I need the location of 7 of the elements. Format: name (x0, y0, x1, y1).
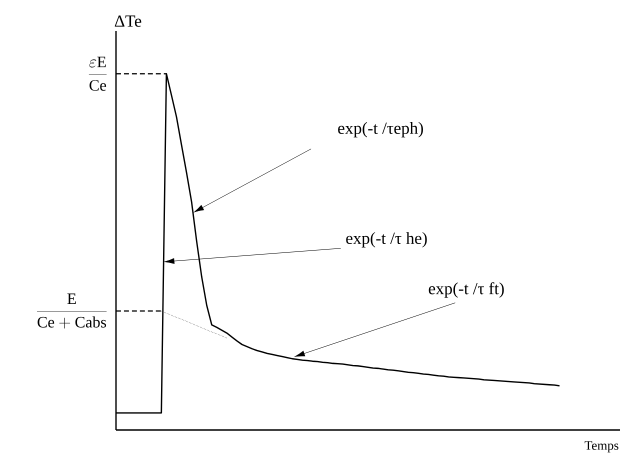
ref-line-label: $\frac{\mathrm{\varepsilon E}}{\mathrm{Ce}}$ (88, 56, 107, 91)
annotation: exp(-t /τ he) (346, 232, 427, 248)
ref-line-label: $\frac{\mathrm{E}}{\mathrm{Ce + Cabs}}$ (36, 294, 107, 329)
y-axis-title: ΔTe (114, 15, 142, 27)
x-axis-title: Temps (584, 441, 618, 452)
annotation: exp(-t /τ ft) (428, 282, 504, 298)
annotation: exp(-t /τeph) (338, 122, 423, 138)
